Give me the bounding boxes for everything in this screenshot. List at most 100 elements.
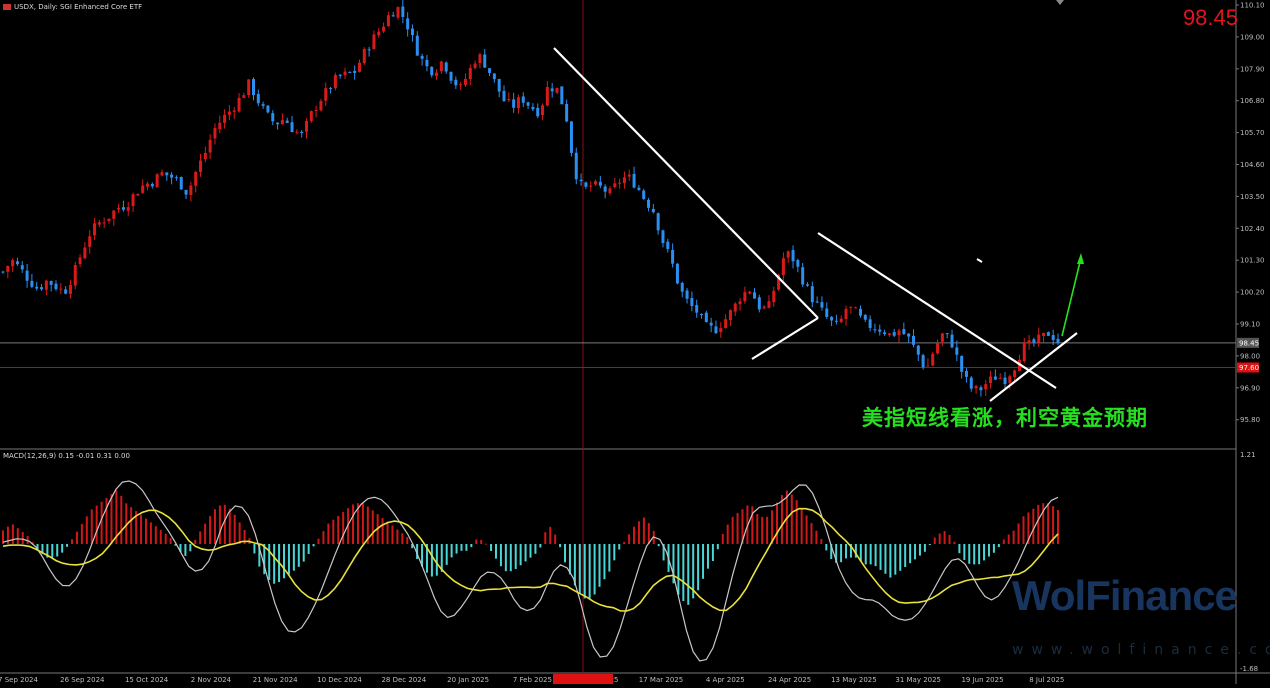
time-tick-label: 10 Dec 2024 [317,676,362,684]
candle-bear [704,312,708,323]
candle-bull [117,208,121,210]
macd-hist-bar-negative [455,544,458,554]
candle-bear [579,179,583,182]
green-arrow-head [1077,253,1084,264]
macd-hist-bar-negative [435,544,438,576]
candle-bull [762,306,766,309]
watermark-brand: WolFinance [1012,572,1238,619]
candle-bear [329,87,333,89]
macd-hist-bar-negative [879,544,882,570]
candle-bear [642,190,646,199]
candle-bull [208,139,212,153]
macd-hist-bar-positive [332,519,335,544]
candle-bear [54,283,58,290]
candle-bull [844,308,848,319]
candle-bear [401,6,405,17]
macd-hist-bar-negative [588,544,591,599]
macd-hist-bar-positive [1057,510,1059,544]
macd-hist-bar-negative [297,544,300,567]
candle-bear [656,213,660,231]
price-tick-label: 98.00 [1240,352,1260,360]
macd-hist-bar-positive [637,521,640,544]
candle-bull [473,63,477,68]
macd-hist-bar-positive [6,526,9,544]
candle-bull [887,333,891,336]
trendline [553,47,819,319]
macd-hist-bar-positive [633,526,636,544]
candle-bear [685,290,689,299]
candle-bull [102,222,106,224]
macd-hist-bar-negative [529,544,532,558]
macd-hist-bar-negative [258,544,261,567]
candle-bear [367,49,371,51]
candle-bear [805,284,809,286]
macd-hist-bar-positive [135,510,138,544]
macd-hist-bar-negative [490,544,493,551]
macd-hist-bar-negative [253,544,256,554]
symbol-header: USDX, Daily: SGI Enhanced Core ETF [3,3,142,11]
macd-hist-bar-negative [608,544,611,572]
candle-bull [974,385,978,389]
candle-bull [786,251,790,258]
macd-hist-bar-positive [125,503,128,544]
macd-hist-bar-negative [682,544,685,602]
candle-bear [150,184,154,187]
macd-hist-bar-negative [36,544,39,550]
macd-hist-bar-negative [51,544,54,558]
macd-hist-bar-negative [174,544,177,546]
candle-bull [839,318,843,323]
annotation-text: 美指短线看涨，利空黄金预期 [862,405,1148,430]
macd-hist-bar-negative [884,544,887,574]
candle-bull [396,7,400,18]
candle-bear [512,99,516,108]
candle-bear [348,71,352,73]
candle-bear [820,302,824,308]
macd-hist-bar-negative [61,544,64,553]
macd-hist-bar-positive [164,533,167,544]
macd-hist-bar-negative [928,544,931,546]
macd-hist-bar-negative [598,544,601,587]
candle-bull [146,183,150,187]
candle-bull [738,301,742,305]
candle-bear [531,106,535,110]
candle-bear [1046,332,1050,336]
candle-bear [35,286,39,289]
macd-hist-bar-negative [992,544,995,553]
candle-bull [295,131,299,133]
candle-bear [1,271,5,273]
candle-bear [410,28,414,36]
candle-bull [324,88,328,101]
macd-hist-bar-positive [120,495,123,544]
candle-bear [420,55,424,59]
macd-hist-bar-negative [702,544,705,579]
macd-hist-bar-positive [1037,504,1040,544]
macd-hist-bar-positive [238,522,241,544]
candle-bull [160,172,164,176]
macd-hist-bar-negative [889,544,892,578]
candle-bull [728,310,732,321]
macd-hist-bar-negative [283,544,286,579]
time-tick-label: 7 Feb 2025 [513,676,552,684]
macd-hist-bar-positive [243,530,246,544]
candle-bear [651,208,655,213]
macd-hist-bar-positive [90,509,93,544]
price-tick-label: 104.60 [1240,161,1265,169]
macd-hist-bar-positive [933,537,936,544]
candle-bear [266,105,270,113]
crosshair-date-box [553,674,613,684]
candle-bear [892,332,896,336]
candle-bull [781,258,785,276]
macd-hist-bar-positive [199,531,202,544]
price-tick-label: 103.50 [1240,193,1265,201]
macd-hist-bar-positive [943,531,946,544]
candle-bear [300,131,304,133]
candle-bull [1037,334,1041,343]
candle-bull [372,34,376,50]
candle-bull [382,26,386,32]
candle-bull [194,171,198,186]
macd-hist-bar-negative [519,544,522,566]
time-tick-label: 13 May 2025 [831,676,877,684]
candle-bull [897,330,901,336]
macd-hist-bar-negative [578,544,581,594]
macd-hist-bar-positive [485,543,488,545]
